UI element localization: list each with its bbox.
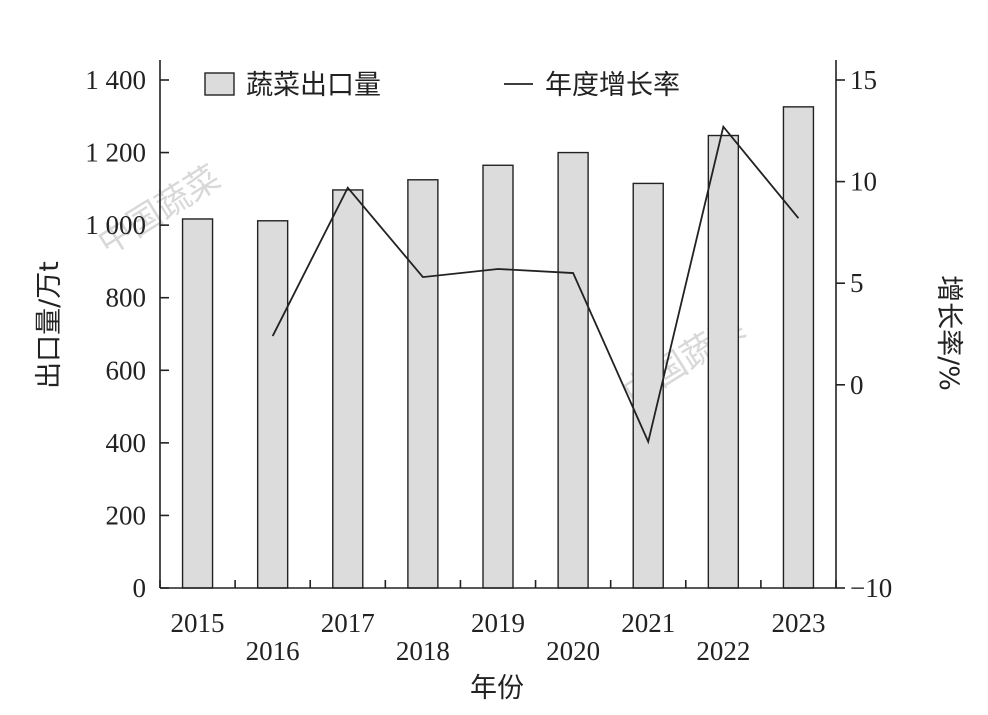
axes [159, 60, 837, 589]
left-tick-label: 1 200 [85, 138, 146, 168]
y-axis-label: 出口量/万t [34, 261, 65, 389]
right-axis-ticks: −10 0 5 10 15 [836, 65, 892, 603]
bar-2022 [707, 134, 740, 589]
legend-bar-label: 蔬菜出口量 [246, 70, 381, 101]
right-tick-label: 5 [850, 268, 864, 298]
legend-bar-swatch [204, 72, 235, 96]
right-tick-label: 15 [850, 65, 877, 95]
bar-2017 [332, 189, 364, 589]
right-tick-label: 0 [850, 370, 864, 400]
bar-2016 [256, 220, 289, 589]
right-tick-label: −10 [850, 573, 892, 603]
bar-2020 [557, 151, 589, 589]
x-tick-label: 2019 [471, 608, 525, 638]
x-tick-label: 2016 [246, 636, 300, 666]
x-tick-label: 2020 [546, 636, 600, 666]
left-tick-label: 1 000 [85, 210, 146, 240]
x-tick-label: 2021 [621, 608, 675, 638]
x-tick-label: 2023 [771, 608, 825, 638]
left-tick-label: 200 [106, 500, 147, 530]
left-axis-ticks: 0 200 400 600 800 1 000 1 200 1 400 [85, 65, 169, 603]
x-axis-ticks: 2015 2016 2017 2018 2019 2020 2021 2022 2023 [159, 580, 837, 666]
bar-2015 [181, 218, 214, 589]
x-tick-label: 2018 [396, 636, 450, 666]
bar-2021 [632, 182, 664, 589]
legend: 蔬菜出口量 年度增长率 [204, 70, 680, 101]
left-tick-label: 0 [133, 573, 147, 603]
bar-2018 [407, 179, 439, 589]
x-axis-label: 年份 [470, 673, 524, 704]
left-tick-label: 1 400 [85, 65, 146, 95]
legend-line-label: 年度增长率 [545, 70, 680, 101]
left-tick-label: 600 [106, 355, 147, 385]
growth-line-group [271, 124, 800, 445]
bar-2019 [482, 164, 514, 589]
x-tick-label: 2017 [321, 608, 375, 638]
right-tick-label: 10 [850, 167, 877, 197]
bars [181, 106, 815, 589]
growth-rate-line [271, 124, 800, 445]
left-tick-label: 400 [106, 428, 147, 458]
y2-axis-label: 增长率/% [933, 275, 964, 391]
bar-2023 [782, 106, 815, 589]
x-tick-label: 2022 [696, 636, 750, 666]
left-tick-label: 800 [106, 283, 147, 313]
x-tick-label: 2015 [171, 608, 225, 638]
